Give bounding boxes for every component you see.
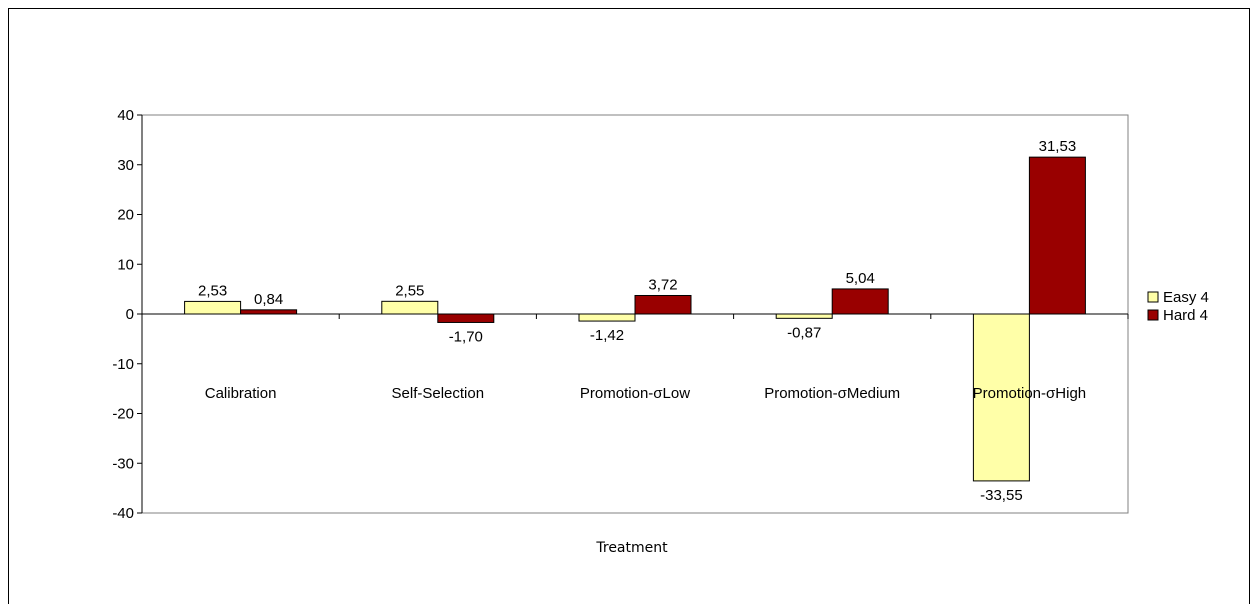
legend-label: Easy 4 [1163, 289, 1209, 306]
data-label: -33,55 [980, 487, 1023, 504]
y-tick-label: -10 [112, 356, 134, 373]
data-label: 2,53 [198, 282, 227, 299]
y-tick-label: -40 [112, 505, 134, 522]
data-label: -1,70 [449, 328, 483, 345]
legend-swatch [1147, 291, 1159, 303]
bar-hard-4 [240, 309, 298, 315]
x-axis-title: Treatment [595, 540, 668, 556]
y-tick-label: 30 [117, 157, 134, 174]
bar-hard-4 [634, 294, 692, 315]
data-label: -0,87 [787, 324, 821, 341]
data-label: 31,53 [1039, 138, 1077, 155]
category-label: Promotion-σMedium [764, 385, 900, 402]
bar-hard-4 [437, 313, 495, 323]
bar-easy-4 [578, 313, 636, 322]
y-tick-label: -30 [112, 455, 134, 472]
category-label: Promotion-σLow [580, 385, 690, 402]
category-label: Promotion-σHigh [973, 385, 1086, 402]
data-label: 5,04 [846, 270, 875, 287]
y-tick-label: 40 [117, 107, 134, 124]
legend-swatch [1147, 309, 1159, 321]
bar-hard-4 [831, 288, 889, 315]
plot-area: 40 30 20 10 0 -10 -20 -30 -40 2,53 2,55 -1,42 -0,87 -… [112, 107, 1129, 522]
bar-easy-4 [184, 300, 242, 315]
bar-easy-4 [775, 313, 833, 319]
data-label: 3,72 [648, 276, 677, 293]
bar-easy-4 [381, 300, 439, 315]
category-label: Self-Selection [392, 385, 485, 402]
bar-easy-4 [972, 313, 1030, 482]
y-tick-label: 20 [117, 207, 134, 224]
legend-label: Hard 4 [1163, 307, 1208, 324]
data-label: 2,55 [395, 282, 424, 299]
data-label: 0,84 [254, 291, 283, 308]
y-tick-label: -20 [112, 406, 134, 423]
y-tick-label: 0 [126, 306, 134, 323]
category-label: Calibration [205, 385, 277, 402]
data-label: -1,42 [590, 327, 624, 344]
y-tick-label: 10 [117, 256, 134, 273]
chart-frame [8, 8, 1250, 604]
bar-hard-4 [1028, 156, 1086, 315]
